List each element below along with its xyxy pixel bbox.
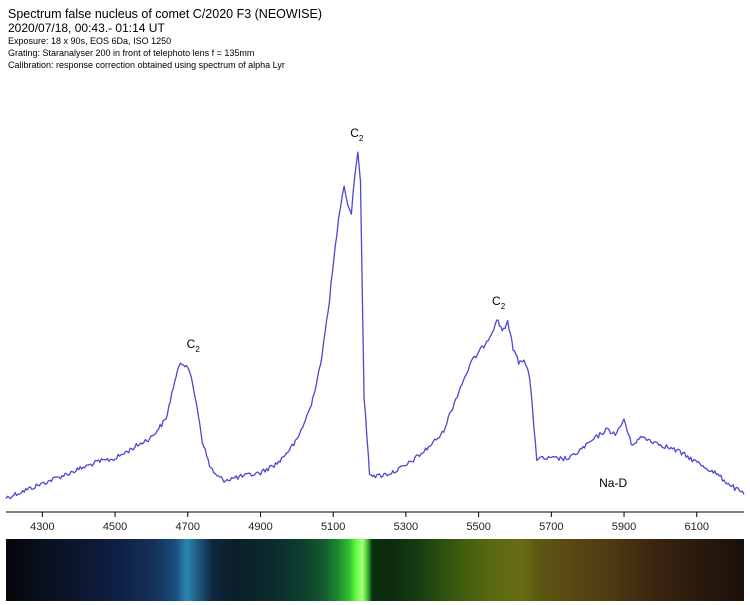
x-tick-label-4900: 4900 xyxy=(248,521,272,533)
chart-title: Spectrum false nucleus of comet C/2020 F… xyxy=(8,7,323,21)
x-tick-label-6100: 6100 xyxy=(684,521,708,533)
x-tick-label-5300: 5300 xyxy=(394,521,418,533)
chart-header: Spectrum false nucleus of comet C/2020 F… xyxy=(8,7,322,71)
annotations-layer: C2 C2 C2 Na-D xyxy=(187,126,628,490)
x-tick-label-4500: 4500 xyxy=(103,521,127,533)
spectrum-series-line-0 xyxy=(5,151,745,500)
annotation-0: C2 xyxy=(187,337,201,354)
x-tick-label-5100: 5100 xyxy=(321,521,345,533)
exposure-info: Exposure: 18 x 90s, EOS 6Da, ISO 1250 xyxy=(8,36,172,46)
annotation-2: C2 xyxy=(492,294,506,311)
x-axis-ticks: 4300 4500 4700 4900 5100 5300 5500 5700 5900 6100 xyxy=(30,512,709,533)
series-layer xyxy=(5,151,745,500)
x-tick-label-5700: 5700 xyxy=(539,521,563,533)
grating-info: Grating: Staranalyser 200 in front of te… xyxy=(8,48,255,58)
x-tick-label-4300: 4300 xyxy=(30,521,54,533)
annotation-1: C2 xyxy=(350,126,364,143)
observation-date: 2020/07/18, 00:43.- 01:14 UT xyxy=(8,21,165,35)
x-tick-label-5500: 5500 xyxy=(466,521,490,533)
x-tick-label-5900: 5900 xyxy=(612,521,636,533)
calibration-info: Calibration: response correction obtaine… xyxy=(8,60,285,70)
spectrum-strip-image xyxy=(6,539,744,601)
x-tick-label-4700: 4700 xyxy=(176,521,200,533)
annotation-3: Na-D xyxy=(599,476,627,490)
